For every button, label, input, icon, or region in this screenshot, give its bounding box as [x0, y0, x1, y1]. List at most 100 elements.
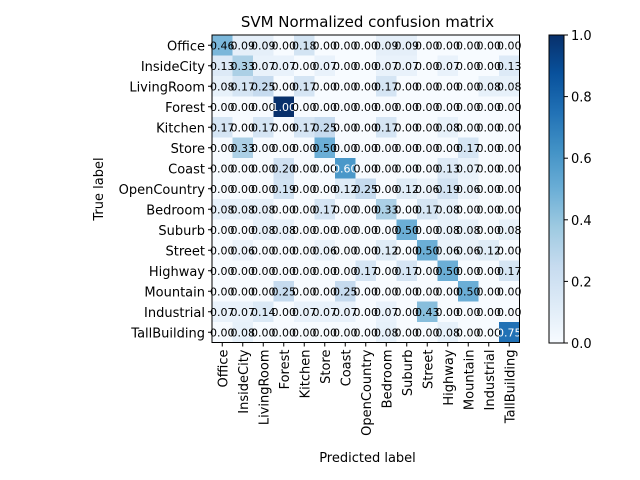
cell-value-label: 0.00 — [292, 203, 317, 216]
cell-value-label: 0.00 — [477, 39, 502, 52]
y-tick-label: OpenCountry — [119, 183, 206, 198]
cell-value-label: 0.50 — [313, 142, 338, 155]
cell-value-label: 0.00 — [477, 224, 502, 237]
cell-value-label: 0.00 — [374, 265, 399, 278]
heatmap-cell — [417, 96, 438, 118]
cell-value-label: 0.17 — [456, 142, 481, 155]
cell-value-label: 0.07 — [231, 306, 256, 319]
heatmap-cell — [499, 281, 520, 302]
heatmap-cell — [335, 158, 356, 179]
heatmap-cell — [355, 117, 377, 138]
cell-value-label: 0.00 — [477, 183, 502, 196]
cell-value-label: 0.00 — [395, 244, 420, 257]
cell-value-label: 0.00 — [497, 142, 522, 155]
heatmap-cell — [396, 55, 418, 77]
x-tick-label: Kitchen — [298, 350, 313, 399]
heatmap-cell — [396, 158, 418, 179]
heatmap-cell — [396, 281, 418, 302]
heatmap-cell — [335, 55, 356, 77]
heatmap-cell — [458, 137, 479, 159]
cell-value-label: 0.00 — [456, 121, 481, 134]
heatmap-cell — [253, 178, 274, 200]
cell-value-label: 0.00 — [210, 224, 235, 237]
cell-value-label: 0.00 — [251, 101, 276, 114]
heatmap-cell — [273, 76, 295, 97]
heatmap-cell — [273, 96, 295, 118]
heatmap-cell — [355, 281, 377, 302]
cell-value-label: 0.18 — [292, 39, 317, 52]
cell-value-label: 0.00 — [354, 203, 379, 216]
x-tick-label: Bedroom — [380, 350, 395, 409]
heatmap-cell — [273, 117, 295, 138]
cell-value-label: 0.00 — [456, 39, 481, 52]
y-tick-label: Street — [165, 244, 205, 259]
y-tick-label: InsideCity — [141, 60, 205, 75]
heatmap-cell — [273, 199, 295, 220]
cell-value-label: 0.06 — [231, 244, 256, 257]
heatmap-cell — [499, 178, 520, 200]
cell-value-label: 0.00 — [477, 121, 502, 134]
heatmap-cell — [478, 301, 500, 323]
heatmap-cell — [335, 260, 356, 282]
cell-value-label: 0.00 — [333, 265, 358, 278]
x-tick-label: Street — [421, 350, 436, 390]
heatmap-cell — [314, 55, 336, 77]
cell-value-label: 0.00 — [333, 203, 358, 216]
cell-value-label: 0.00 — [477, 306, 502, 319]
cell-value-label: 0.00 — [436, 285, 461, 298]
cell-value-label: 0.00 — [333, 39, 358, 52]
heatmap-cell — [314, 301, 336, 323]
cell-value-label: 0.06 — [415, 183, 440, 196]
heatmap-cell — [499, 55, 520, 77]
colorbar-tick-label: 0.4 — [571, 214, 592, 229]
heatmap-cell — [396, 137, 418, 159]
cell-value-label: 0.14 — [251, 306, 276, 319]
cell-value-label: 0.08 — [374, 326, 399, 339]
heatmap-cell — [232, 96, 254, 118]
cell-value-label: 0.00 — [497, 101, 522, 114]
cell-value-label: 0.00 — [354, 80, 379, 93]
cell-value-label: 0.00 — [395, 326, 420, 339]
cell-value-label: 0.33 — [231, 60, 256, 73]
heatmap-cell — [396, 240, 418, 261]
cell-value-label: 0.00 — [415, 39, 440, 52]
cell-value-label: 0.25 — [333, 285, 358, 298]
heatmap-cell — [458, 260, 479, 282]
x-tick-label: Mountain — [462, 350, 477, 411]
cell-value-label: 0.00 — [210, 265, 235, 278]
x-tick-label: Office — [216, 350, 231, 388]
cell-value-label: 0.09 — [395, 39, 420, 52]
x-tick-label: TallBuilding — [503, 350, 518, 425]
cell-value-label: 0.00 — [231, 285, 256, 298]
cell-value-label: 0.08 — [436, 203, 461, 216]
cell-value-label: 0.00 — [251, 265, 276, 278]
heatmap-cell — [396, 178, 418, 200]
colorbar-tick-label: 0.8 — [571, 91, 592, 106]
heatmap-cell — [212, 219, 233, 241]
cell-value-label: 0.00 — [436, 306, 461, 319]
heatmap-cell — [335, 76, 356, 97]
cell-value-label: 0.13 — [497, 60, 522, 73]
heatmap-cell — [232, 301, 254, 323]
cell-value-label: 0.00 — [292, 101, 317, 114]
heatmap-cell — [273, 137, 295, 159]
cell-value-label: 0.08 — [436, 121, 461, 134]
cell-value-label: 0.00 — [313, 285, 338, 298]
heatmap-cell — [335, 178, 356, 200]
cell-value-label: 0.60 — [333, 162, 358, 175]
cell-value-label: 0.00 — [313, 224, 338, 237]
cell-value-label: 0.17 — [374, 121, 399, 134]
cell-value-label: 0.00 — [374, 285, 399, 298]
cell-value-label: 0.33 — [374, 203, 399, 216]
heatmap-cell — [499, 137, 520, 159]
cell-value-label: 0.00 — [354, 39, 379, 52]
heatmap-cell — [273, 178, 295, 200]
heatmap-cell — [314, 322, 336, 343]
heatmap-cell — [273, 322, 295, 343]
x-tick-label: OpenCountry — [360, 349, 375, 436]
cell-value-label: 0.00 — [497, 244, 522, 257]
heatmap-cell — [376, 76, 397, 97]
heatmap-cell — [273, 240, 295, 261]
cell-value-label: 0.00 — [415, 121, 440, 134]
heatmap-cell — [273, 55, 295, 77]
